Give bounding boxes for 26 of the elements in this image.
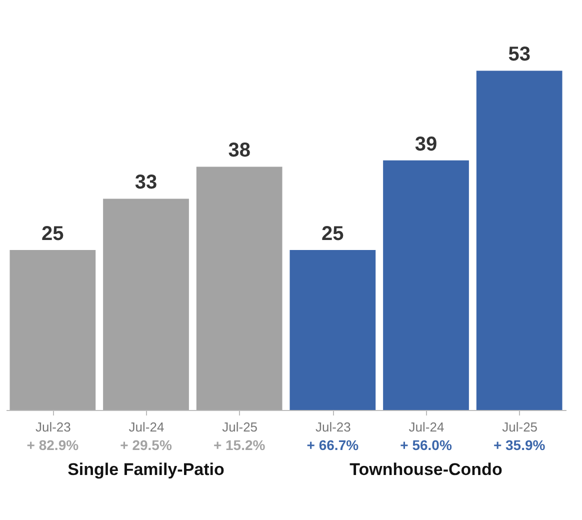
x-tick-label: Jul-25	[222, 420, 258, 434]
text: Single Family-Patio	[68, 460, 224, 479]
bar	[103, 198, 189, 410]
bar	[476, 70, 562, 410]
text: Townhouse-Condo	[350, 460, 502, 479]
bar	[290, 250, 376, 410]
x-tick-label: Jul-24	[408, 420, 444, 434]
text: + 15.2%	[213, 437, 266, 453]
bar	[196, 166, 282, 410]
x-tick-label: Jul-23	[315, 420, 351, 434]
x-tick-label: Jul-25	[502, 420, 538, 434]
data-label: 38	[228, 140, 250, 162]
x-tick-label: Jul-24	[128, 420, 164, 434]
data-label: 53	[508, 44, 530, 66]
text: + 29.5%	[120, 437, 172, 453]
text: + 35.9%	[493, 437, 546, 453]
bar	[383, 160, 469, 410]
data-label: 33	[134, 172, 158, 194]
data-label: 39	[414, 133, 438, 156]
bar	[10, 250, 96, 410]
text: + 82.9%	[26, 437, 80, 453]
data-label: 25	[42, 222, 64, 245]
text: + 56.0%	[400, 437, 452, 453]
data-label: 25	[322, 222, 344, 245]
x-tick-label: Jul-23	[35, 420, 71, 434]
text: + 66.7%	[306, 437, 360, 453]
